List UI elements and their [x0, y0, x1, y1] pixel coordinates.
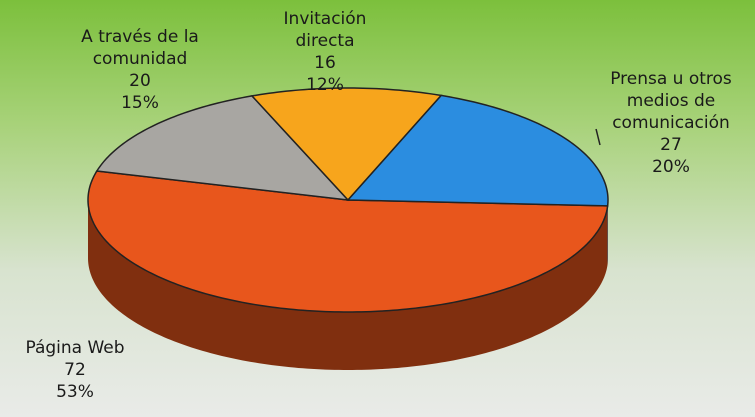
percent-label: 15%: [121, 93, 159, 113]
slice: [95, 95, 350, 201]
slice-label: Prensa u otros medios de comunicación 27…: [592, 68, 750, 178]
value-label: 16: [314, 53, 336, 73]
category-label: Prensa u otros medios de comunicación: [610, 69, 732, 133]
category-label: Página Web: [25, 338, 125, 358]
category-label: A través de la comunidad: [81, 27, 199, 69]
value-label: 27: [660, 135, 682, 155]
percent-label: 53%: [56, 382, 94, 402]
slice: [346, 94, 609, 207]
value-label: 72: [64, 360, 86, 380]
value-label: 20: [129, 71, 151, 91]
slice-label: Página Web 72 53%: [0, 337, 150, 403]
slice: [250, 87, 443, 202]
slice: [87, 170, 609, 313]
category-label: Invitación directa: [283, 9, 367, 51]
slice-label: Invitación directa 16 12%: [265, 8, 385, 96]
percent-label: 12%: [306, 75, 344, 95]
leader-line: [595, 128, 601, 146]
slice-side: [88, 200, 608, 370]
percent-label: 20%: [652, 157, 690, 177]
slice-label: A través de la comunidad 20 15%: [55, 26, 225, 114]
